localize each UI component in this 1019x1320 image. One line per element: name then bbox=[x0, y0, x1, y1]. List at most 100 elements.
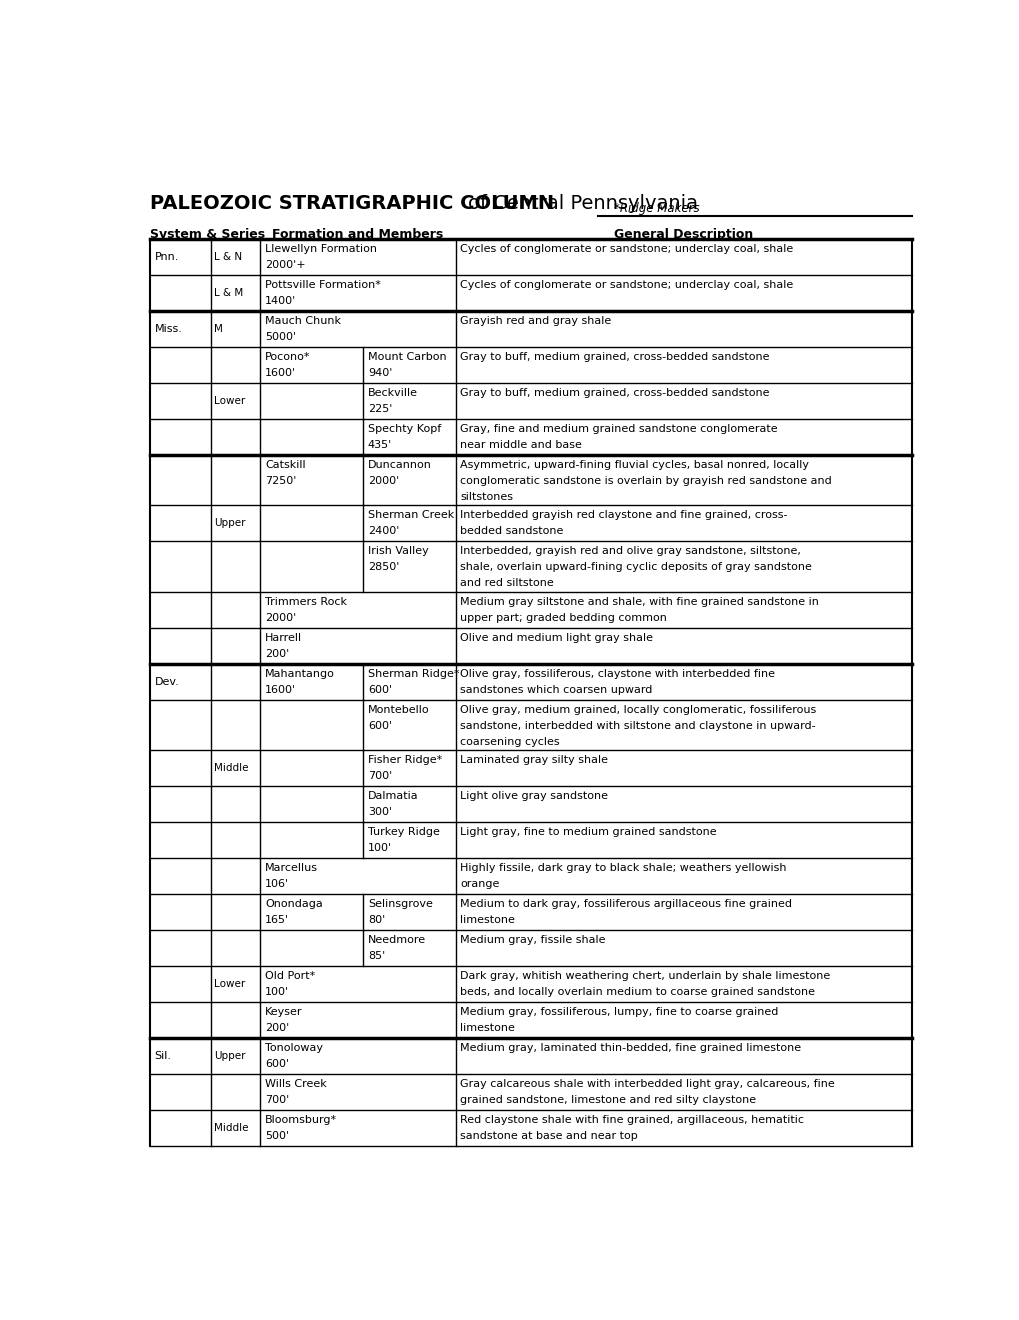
Text: Cycles of conglomerate or sandstone; underclay coal, shale: Cycles of conglomerate or sandstone; und… bbox=[460, 280, 793, 289]
Text: Sherman Creek: Sherman Creek bbox=[368, 510, 453, 520]
Text: sandstone, interbedded with siltstone and claystone in upward-: sandstone, interbedded with siltstone an… bbox=[460, 721, 815, 730]
Text: 500': 500' bbox=[265, 1131, 289, 1142]
Text: 1600': 1600' bbox=[265, 685, 296, 694]
Text: Formation and Members: Formation and Members bbox=[272, 227, 443, 240]
Text: Harrell: Harrell bbox=[265, 632, 302, 643]
Text: Light olive gray sandstone: Light olive gray sandstone bbox=[460, 791, 607, 801]
Text: 1600': 1600' bbox=[265, 367, 296, 378]
Text: Cycles of conglomerate or sandstone; underclay coal, shale: Cycles of conglomerate or sandstone; und… bbox=[460, 244, 793, 253]
Text: Keyser: Keyser bbox=[265, 1007, 303, 1018]
Text: Lower: Lower bbox=[213, 979, 245, 989]
Text: 106': 106' bbox=[265, 879, 289, 890]
Text: 7250': 7250' bbox=[265, 475, 297, 486]
Text: L & M: L & M bbox=[213, 288, 243, 298]
Text: 2000'+: 2000'+ bbox=[265, 260, 306, 269]
Text: upper part; graded bedding common: upper part; graded bedding common bbox=[460, 612, 666, 623]
Text: Middle: Middle bbox=[213, 763, 248, 774]
Text: Miss.: Miss. bbox=[154, 323, 182, 334]
Text: Gray to buff, medium grained, cross-bedded sandstone: Gray to buff, medium grained, cross-bedd… bbox=[460, 388, 769, 397]
Text: Needmore: Needmore bbox=[368, 935, 426, 945]
Text: Highly fissile, dark gray to black shale; weathers yellowish: Highly fissile, dark gray to black shale… bbox=[460, 863, 786, 873]
Text: 80': 80' bbox=[368, 915, 385, 925]
Text: Gray to buff, medium grained, cross-bedded sandstone: Gray to buff, medium grained, cross-bedd… bbox=[460, 351, 769, 362]
Text: General Description: General Description bbox=[613, 227, 753, 240]
Text: Interbedded, grayish red and olive gray sandstone, siltstone,: Interbedded, grayish red and olive gray … bbox=[460, 546, 800, 556]
Text: and red siltstone: and red siltstone bbox=[460, 578, 553, 589]
Text: Duncannon: Duncannon bbox=[368, 459, 431, 470]
Text: Olive gray, medium grained, locally conglomeratic, fossiliferous: Olive gray, medium grained, locally cong… bbox=[460, 705, 816, 714]
Text: Turkey Ridge: Turkey Ridge bbox=[368, 828, 439, 837]
Text: 600': 600' bbox=[265, 1059, 289, 1069]
Text: System & Series: System & Series bbox=[150, 227, 265, 240]
Text: 5000': 5000' bbox=[265, 331, 296, 342]
Text: 435': 435' bbox=[368, 440, 391, 450]
Text: 100': 100' bbox=[368, 843, 391, 853]
Text: beds, and locally overlain medium to coarse grained sandstone: beds, and locally overlain medium to coa… bbox=[460, 987, 814, 997]
Text: coarsening cycles: coarsening cycles bbox=[460, 737, 559, 747]
Text: Beckville: Beckville bbox=[368, 388, 418, 397]
Text: Upper: Upper bbox=[213, 1051, 245, 1061]
Text: Bloomsburg*: Bloomsburg* bbox=[265, 1115, 337, 1125]
Text: Sherman Ridge*: Sherman Ridge* bbox=[368, 668, 459, 678]
Text: PALEOZOIC STRATIGRAPHIC COLUMN: PALEOZOIC STRATIGRAPHIC COLUMN bbox=[150, 194, 560, 213]
Text: Trimmers Rock: Trimmers Rock bbox=[265, 597, 346, 606]
Text: sandstones which coarsen upward: sandstones which coarsen upward bbox=[460, 685, 652, 694]
Text: Old Port*: Old Port* bbox=[265, 972, 315, 981]
Text: siltstones: siltstones bbox=[460, 491, 513, 502]
Text: Lower: Lower bbox=[213, 396, 245, 405]
Text: Wills Creek: Wills Creek bbox=[265, 1080, 326, 1089]
Text: Fisher Ridge*: Fisher Ridge* bbox=[368, 755, 441, 766]
Text: Gray calcareous shale with interbedded light gray, calcareous, fine: Gray calcareous shale with interbedded l… bbox=[460, 1080, 835, 1089]
Text: Mauch Chunk: Mauch Chunk bbox=[265, 315, 340, 326]
Text: 85': 85' bbox=[368, 952, 385, 961]
Text: Red claystone shale with fine grained, argillaceous, hematitic: Red claystone shale with fine grained, a… bbox=[460, 1115, 804, 1125]
Text: 700': 700' bbox=[265, 1096, 289, 1105]
Text: shale, overlain upward-fining cyclic deposits of gray sandstone: shale, overlain upward-fining cyclic dep… bbox=[460, 562, 811, 572]
Text: Dalmatia: Dalmatia bbox=[368, 791, 418, 801]
Text: Laminated gray silty shale: Laminated gray silty shale bbox=[460, 755, 607, 766]
Text: 225': 225' bbox=[368, 404, 391, 413]
Text: 2000': 2000' bbox=[265, 612, 296, 623]
Text: M: M bbox=[213, 323, 222, 334]
Text: 200': 200' bbox=[265, 1023, 289, 1034]
Text: Pnn.: Pnn. bbox=[154, 252, 178, 261]
Text: Olive and medium light gray shale: Olive and medium light gray shale bbox=[460, 632, 652, 643]
Text: Light gray, fine to medium grained sandstone: Light gray, fine to medium grained sands… bbox=[460, 828, 716, 837]
Text: Interbedded grayish red claystone and fine grained, cross-: Interbedded grayish red claystone and fi… bbox=[460, 510, 787, 520]
Text: Catskill: Catskill bbox=[265, 459, 306, 470]
Text: Onondaga: Onondaga bbox=[265, 899, 322, 909]
Text: limestone: limestone bbox=[460, 915, 515, 925]
Text: Medium gray, fissile shale: Medium gray, fissile shale bbox=[460, 935, 605, 945]
Text: Dark gray, whitish weathering chert, underlain by shale limestone: Dark gray, whitish weathering chert, und… bbox=[460, 972, 829, 981]
Text: sandstone at base and near top: sandstone at base and near top bbox=[460, 1131, 638, 1142]
Text: Gray, fine and medium grained sandstone conglomerate: Gray, fine and medium grained sandstone … bbox=[460, 424, 777, 434]
Text: Pocono*: Pocono* bbox=[265, 351, 310, 362]
Text: 940': 940' bbox=[368, 367, 391, 378]
Text: L & N: L & N bbox=[213, 252, 242, 261]
Text: Pottsville Formation*: Pottsville Formation* bbox=[265, 280, 380, 289]
Text: Upper: Upper bbox=[213, 519, 245, 528]
Text: 600': 600' bbox=[368, 685, 391, 694]
Text: Medium gray, fossiliferous, lumpy, fine to coarse grained: Medium gray, fossiliferous, lumpy, fine … bbox=[460, 1007, 777, 1018]
Text: 165': 165' bbox=[265, 915, 289, 925]
Text: Selinsgrove: Selinsgrove bbox=[368, 899, 432, 909]
Text: Medium gray siltstone and shale, with fine grained sandstone in: Medium gray siltstone and shale, with fi… bbox=[460, 597, 818, 606]
Text: Marcellus: Marcellus bbox=[265, 863, 318, 873]
Text: 2000': 2000' bbox=[368, 475, 398, 486]
Text: Medium gray, laminated thin-bedded, fine grained limestone: Medium gray, laminated thin-bedded, fine… bbox=[460, 1043, 801, 1053]
Text: Sil.: Sil. bbox=[154, 1051, 171, 1061]
Text: Asymmetric, upward-fining fluvial cycles, basal nonred, locally: Asymmetric, upward-fining fluvial cycles… bbox=[460, 459, 808, 470]
Text: Irish Valley: Irish Valley bbox=[368, 546, 428, 556]
Text: Dev.: Dev. bbox=[154, 677, 179, 686]
Text: Mount Carbon: Mount Carbon bbox=[368, 351, 446, 362]
Text: 200': 200' bbox=[265, 648, 289, 659]
Text: Montebello: Montebello bbox=[368, 705, 429, 714]
Text: 2850': 2850' bbox=[368, 562, 398, 572]
Text: Olive gray, fossiliferous, claystone with interbedded fine: Olive gray, fossiliferous, claystone wit… bbox=[460, 668, 774, 678]
Text: 100': 100' bbox=[265, 987, 289, 997]
Text: Llewellyn Formation: Llewellyn Formation bbox=[265, 244, 377, 253]
Text: Medium to dark gray, fossiliferous argillaceous fine grained: Medium to dark gray, fossiliferous argil… bbox=[460, 899, 792, 909]
Text: 700': 700' bbox=[368, 771, 391, 781]
Text: 2400': 2400' bbox=[368, 527, 398, 536]
Text: conglomeratic sandstone is overlain by grayish red sandstone and: conglomeratic sandstone is overlain by g… bbox=[460, 475, 832, 486]
